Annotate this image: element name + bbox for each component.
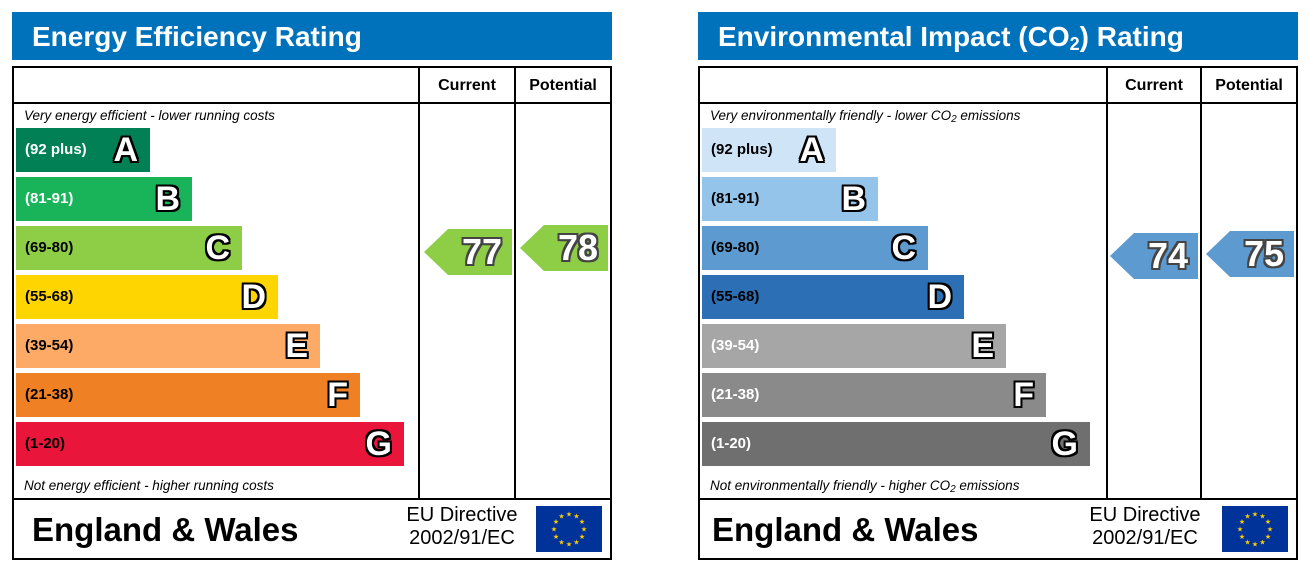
rating-band-f: (21-38) F bbox=[16, 373, 360, 417]
eu-star-icon: ★ bbox=[579, 518, 585, 526]
band-letter: B bbox=[841, 180, 866, 218]
band-letter: E bbox=[285, 327, 308, 365]
band-letter: A bbox=[113, 131, 138, 169]
current-rating-value: 74 bbox=[1147, 235, 1188, 276]
band-range-label: (39-54) bbox=[711, 337, 760, 354]
band-range-label: (92 plus) bbox=[25, 141, 87, 158]
current-rating-arrow: 74 bbox=[1110, 233, 1198, 279]
eu-star-icon: ★ bbox=[558, 513, 564, 521]
band-letter: G bbox=[1051, 425, 1078, 463]
potential-rating-value: 75 bbox=[1243, 233, 1284, 274]
band-letter: B bbox=[155, 180, 180, 218]
eu-star-icon: ★ bbox=[1265, 518, 1271, 526]
eu-directive-label: EU Directive 2002/91/EC bbox=[1082, 504, 1208, 550]
eu-flag-icon: ★ ★ ★ ★ ★ ★ ★ ★ ★ ★ ★ ★ bbox=[536, 506, 602, 552]
eu-star-icon: ★ bbox=[553, 533, 559, 541]
eu-star-icon: ★ bbox=[573, 513, 579, 521]
column-header-potential: Potential bbox=[529, 77, 597, 94]
band-range-label: (1-20) bbox=[25, 435, 66, 452]
eu-star-icon: ★ bbox=[1239, 518, 1245, 526]
directive-line-2: 2002/91/EC bbox=[409, 527, 515, 549]
rating-band-g: (1-20) G bbox=[702, 422, 1090, 466]
rating-band-f: (21-38) F bbox=[702, 373, 1046, 417]
column-header-current: Current bbox=[438, 77, 496, 94]
band-range-label: (81-91) bbox=[25, 190, 74, 207]
rating-band-a: (92 plus) A bbox=[16, 128, 150, 172]
band-letter: A bbox=[799, 131, 824, 169]
eu-star-icon: ★ bbox=[581, 526, 587, 534]
band-range-label: (81-91) bbox=[711, 190, 760, 207]
band-letter: C bbox=[205, 229, 230, 267]
eu-star-icon: ★ bbox=[1267, 526, 1273, 534]
region-label: England & Wales bbox=[712, 511, 979, 548]
band-range-label: (21-38) bbox=[711, 386, 760, 403]
column-header-current: Current bbox=[1125, 77, 1183, 94]
eu-star-icon: ★ bbox=[553, 518, 559, 526]
bottom-note: Not energy efficient - higher running co… bbox=[24, 478, 274, 493]
band-letter: F bbox=[1013, 376, 1034, 414]
eu-star-icon: ★ bbox=[558, 539, 564, 547]
band-letter: D bbox=[241, 278, 266, 316]
top-note: Very environmentally friendly - lower CO… bbox=[710, 108, 1021, 125]
eu-star-icon: ★ bbox=[573, 539, 579, 547]
band-letter: D bbox=[927, 278, 952, 316]
rating-band-e: (39-54) E bbox=[702, 324, 1006, 368]
bottom-note: Not environmentally friendly - higher CO… bbox=[710, 478, 1020, 495]
eu-star-icon: ★ bbox=[1259, 513, 1265, 521]
current-rating-value: 77 bbox=[461, 231, 502, 272]
eu-star-icon: ★ bbox=[1237, 526, 1243, 534]
band-letter: C bbox=[891, 229, 916, 267]
directive-line-1: EU Directive bbox=[1089, 504, 1201, 526]
rating-band-b: (81-91) B bbox=[702, 177, 878, 221]
rating-band-b: (81-91) B bbox=[16, 177, 192, 221]
eu-directive-label: EU Directive 2002/91/EC bbox=[399, 504, 525, 550]
band-range-label: (55-68) bbox=[711, 288, 760, 305]
eu-star-icon: ★ bbox=[579, 533, 585, 541]
band-range-label: (92 plus) bbox=[711, 141, 773, 158]
band-range-label: (1-20) bbox=[711, 435, 752, 452]
rating-band-d: (55-68) D bbox=[702, 275, 964, 319]
eu-star-icon: ★ bbox=[1244, 513, 1250, 521]
eu-star-icon: ★ bbox=[1244, 539, 1250, 547]
band-range-label: (69-80) bbox=[25, 239, 74, 256]
eu-star-icon: ★ bbox=[566, 511, 572, 519]
band-letter: E bbox=[971, 327, 994, 365]
chart-frame: Current Potential Very environmentally f… bbox=[698, 66, 1298, 560]
rating-band-g: (1-20) G bbox=[16, 422, 404, 466]
top-note: Very energy efficient - lower running co… bbox=[24, 108, 275, 123]
environmental-impact-chart: Environmental Impact (CO2) Rating Curren… bbox=[698, 12, 1298, 560]
current-rating-arrow: 77 bbox=[424, 229, 512, 275]
eu-star-icon: ★ bbox=[1239, 533, 1245, 541]
region-label: England & Wales bbox=[32, 511, 299, 548]
eu-star-icon: ★ bbox=[566, 541, 572, 549]
rating-band-e: (39-54) E bbox=[16, 324, 320, 368]
eu-star-icon: ★ bbox=[1259, 539, 1265, 547]
chart-title: Environmental Impact (CO2) Rating bbox=[698, 12, 1298, 60]
potential-rating-value: 78 bbox=[557, 227, 598, 268]
band-letter: F bbox=[327, 376, 348, 414]
band-letter: G bbox=[365, 425, 392, 463]
rating-band-a: (92 plus) A bbox=[702, 128, 836, 172]
chart-title: Energy Efficiency Rating bbox=[12, 12, 612, 60]
column-header-potential: Potential bbox=[1215, 77, 1283, 94]
energy-efficiency-chart: Energy Efficiency Rating Current Potenti… bbox=[12, 12, 612, 560]
band-range-label: (39-54) bbox=[25, 337, 74, 354]
band-range-label: (69-80) bbox=[711, 239, 760, 256]
directive-line-2: 2002/91/EC bbox=[1092, 527, 1198, 549]
directive-line-1: EU Directive bbox=[406, 504, 518, 526]
potential-rating-arrow: 78 bbox=[520, 225, 608, 271]
band-range-label: (21-38) bbox=[25, 386, 74, 403]
chart-frame: Current Potential Very energy efficient … bbox=[12, 66, 612, 560]
band-range-label: (55-68) bbox=[25, 288, 74, 305]
eu-flag-icon: ★ ★ ★ ★ ★ ★ ★ ★ ★ ★ ★ ★ bbox=[1222, 506, 1288, 552]
eu-star-icon: ★ bbox=[1265, 533, 1271, 541]
eu-star-icon: ★ bbox=[1252, 541, 1258, 549]
potential-rating-arrow: 75 bbox=[1206, 231, 1294, 277]
eu-star-icon: ★ bbox=[1252, 511, 1258, 519]
eu-star-icon: ★ bbox=[551, 526, 557, 534]
rating-band-c: (69-80) C bbox=[702, 226, 928, 270]
rating-band-d: (55-68) D bbox=[16, 275, 278, 319]
rating-band-c: (69-80) C bbox=[16, 226, 242, 270]
